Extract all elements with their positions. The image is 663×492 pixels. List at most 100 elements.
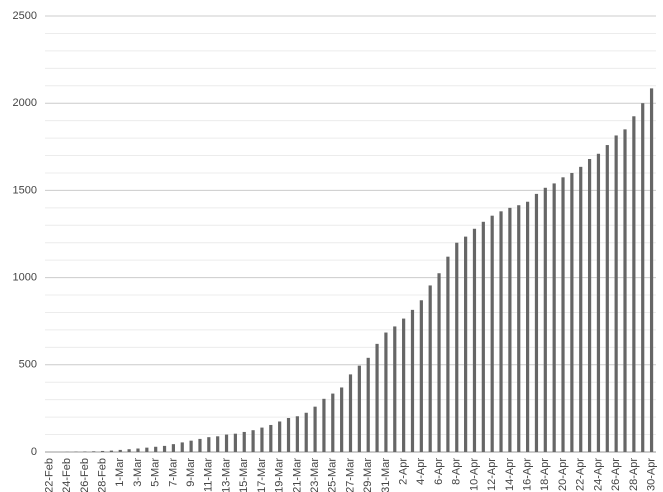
bar xyxy=(419,300,423,452)
bar xyxy=(340,387,344,452)
bar xyxy=(393,326,397,452)
x-tick-label: 19-Mar xyxy=(274,458,286,492)
x-tick-label: 28-Apr xyxy=(628,458,640,491)
bar xyxy=(605,145,609,452)
bar xyxy=(180,442,184,452)
bar xyxy=(402,318,406,452)
x-tick-label: 16-Apr xyxy=(522,458,534,491)
x-tick-label: 24-Feb xyxy=(61,458,73,492)
x-tick-label: 12-Apr xyxy=(486,458,498,491)
bar xyxy=(472,228,477,452)
bar xyxy=(92,451,96,452)
x-tick-label: 26-Feb xyxy=(79,458,91,492)
x-tick-label: 26-Apr xyxy=(610,458,622,491)
x-tick-label: 5-Mar xyxy=(150,458,162,487)
bar xyxy=(375,343,379,452)
x-tick-label: 13-Mar xyxy=(220,458,232,492)
bar xyxy=(127,449,131,452)
x-tick-label: 27-Mar xyxy=(344,458,356,492)
y-tick-label: 500 xyxy=(19,359,37,371)
x-tick-label: 29-Mar xyxy=(362,458,374,492)
bar xyxy=(446,256,450,452)
x-tick-label: 24-Apr xyxy=(592,458,604,491)
x-tick-label: 30-Apr xyxy=(645,458,657,491)
x-tick-label: 22-Feb xyxy=(43,458,55,492)
bar xyxy=(552,183,556,452)
bar xyxy=(410,309,415,452)
bar xyxy=(596,153,601,452)
bar xyxy=(543,187,547,452)
bar xyxy=(490,215,494,452)
bar xyxy=(100,450,105,452)
x-tick-label: 6-Apr xyxy=(433,458,445,485)
x-tick-label: 2-Apr xyxy=(398,458,410,485)
bar xyxy=(189,440,193,452)
bar xyxy=(570,172,574,452)
bar xyxy=(295,416,299,452)
bar xyxy=(481,221,485,452)
bar xyxy=(517,205,521,452)
bar xyxy=(357,365,361,452)
bar xyxy=(224,434,229,452)
x-tick-label: 31-Mar xyxy=(380,458,392,492)
bar xyxy=(623,129,627,453)
x-tick-label: 17-Mar xyxy=(256,458,268,492)
x-tick-label: 22-Apr xyxy=(575,458,587,491)
bar xyxy=(322,398,326,452)
x-tick-label: 18-Apr xyxy=(539,458,551,491)
x-tick-label: 11-Mar xyxy=(203,458,215,492)
bar xyxy=(198,438,202,452)
bar xyxy=(464,236,468,452)
bar xyxy=(508,207,512,452)
bar xyxy=(145,447,149,452)
x-tick-label: 28-Feb xyxy=(96,458,108,492)
bar xyxy=(304,412,308,452)
bar xyxy=(428,285,432,452)
bar xyxy=(233,433,237,452)
bar xyxy=(136,448,140,452)
bar xyxy=(207,437,211,452)
x-tick-label: 25-Mar xyxy=(327,458,339,492)
y-tick-label: 1000 xyxy=(13,272,37,284)
bar xyxy=(632,116,636,452)
bar xyxy=(109,450,114,452)
x-tick-label: 20-Apr xyxy=(557,458,569,491)
x-tick-label: 1-Mar xyxy=(114,458,126,487)
bar xyxy=(579,166,583,452)
bar xyxy=(348,374,353,452)
y-tick-label: 2500 xyxy=(13,10,37,22)
bar xyxy=(242,431,246,452)
bar xyxy=(260,427,264,452)
x-tick-label: 23-Mar xyxy=(309,458,321,492)
y-tick-label: 1500 xyxy=(13,184,37,196)
bar xyxy=(278,421,282,452)
bar xyxy=(251,430,255,452)
bar xyxy=(437,273,441,452)
bar xyxy=(162,445,167,452)
bar xyxy=(455,242,459,452)
x-tick-label: 9-Mar xyxy=(185,458,197,487)
bar xyxy=(614,135,618,453)
bar xyxy=(641,103,645,452)
x-tick-label: 14-Apr xyxy=(504,458,516,491)
bar xyxy=(561,177,565,452)
bar xyxy=(526,201,530,452)
y-tick-label: 2000 xyxy=(13,97,37,109)
bar xyxy=(216,436,220,452)
bar xyxy=(331,393,335,452)
bar xyxy=(269,424,273,452)
x-tick-label: 3-Mar xyxy=(132,458,144,487)
x-tick-label: 8-Apr xyxy=(451,458,463,485)
bar xyxy=(313,406,317,452)
bar xyxy=(384,332,388,452)
bar xyxy=(171,444,175,452)
bar xyxy=(83,451,87,452)
bar xyxy=(587,159,592,452)
bar xyxy=(286,417,291,452)
y-tick-label: 0 xyxy=(31,446,37,458)
x-tick-label: 4-Apr xyxy=(415,458,427,485)
x-tick-label: 10-Apr xyxy=(468,458,480,491)
x-tick-label: 21-Mar xyxy=(291,458,303,492)
bar xyxy=(154,446,158,452)
